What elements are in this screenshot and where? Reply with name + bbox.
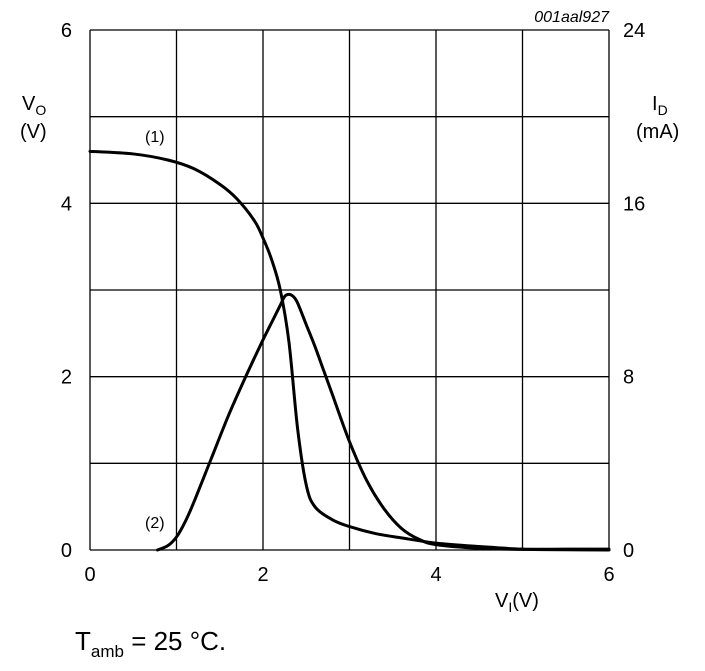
y-right-tick-label: 8	[623, 367, 634, 389]
right-axis-label-symbol: ID	[652, 93, 668, 118]
x-tick-label: 4	[430, 564, 441, 586]
series-line-2	[155, 292, 611, 552]
series-line-1	[88, 149, 611, 551]
y-left-tick-label: 4	[61, 193, 72, 215]
x-tick-label: 2	[257, 564, 268, 586]
right-axis-label-unit: (mA)	[636, 121, 679, 143]
x-axis-label: VI(V)	[495, 590, 539, 615]
curves	[88, 149, 611, 552]
y-left-tick-label: 6	[61, 20, 72, 42]
curve-label-1: (1)	[145, 129, 165, 146]
x-tick-label: 6	[603, 564, 614, 586]
footnote: Tamb = 25 °C.	[75, 626, 227, 661]
left-axis-label-symbol: VO	[22, 93, 46, 118]
y-left-tick-label: 0	[61, 540, 72, 562]
figure-code: 001aal927	[534, 9, 610, 26]
left-axis-label-unit: (V)	[20, 121, 47, 143]
curve-label-2: (2)	[145, 515, 165, 532]
y-right-tick-label: 16	[623, 193, 645, 215]
y-left-tick-label: 2	[61, 367, 72, 389]
y-right-tick-label: 0	[623, 540, 634, 562]
y-right-tick-label: 24	[623, 20, 645, 42]
grid	[89, 29, 610, 551]
x-tick-label: 0	[84, 564, 95, 586]
